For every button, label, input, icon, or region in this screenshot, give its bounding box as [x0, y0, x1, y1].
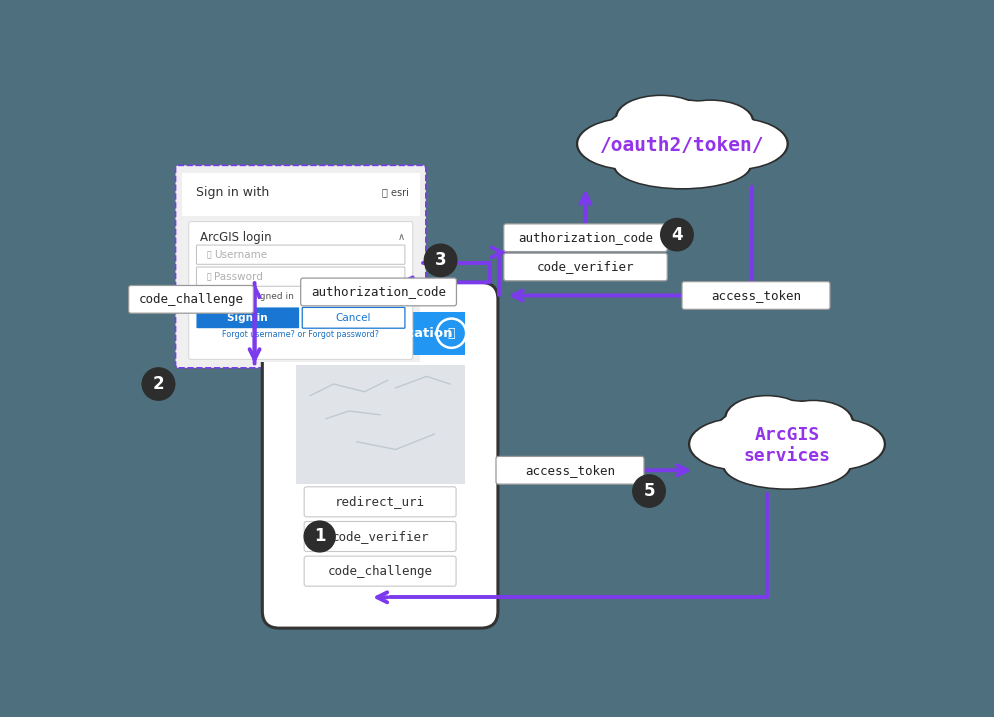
Ellipse shape [786, 419, 883, 469]
Text: code_challenge: code_challenge [327, 565, 432, 578]
Text: authorization_code: authorization_code [311, 285, 445, 298]
Ellipse shape [603, 101, 759, 170]
Text: ArcGIS
services: ArcGIS services [743, 426, 830, 465]
Ellipse shape [784, 417, 885, 471]
Text: Password: Password [214, 272, 262, 282]
Circle shape [660, 219, 693, 251]
Text: 1: 1 [314, 528, 325, 546]
Text: 4: 4 [671, 226, 682, 244]
Text: Cancel: Cancel [336, 313, 371, 323]
Ellipse shape [666, 100, 753, 143]
Text: ☐: ☐ [200, 292, 209, 302]
Ellipse shape [771, 399, 853, 443]
Ellipse shape [722, 442, 851, 490]
FancyBboxPatch shape [681, 282, 829, 309]
FancyBboxPatch shape [295, 312, 464, 355]
Text: access_token: access_token [711, 289, 800, 302]
FancyBboxPatch shape [300, 278, 456, 305]
Ellipse shape [682, 119, 785, 169]
Ellipse shape [724, 395, 809, 441]
FancyBboxPatch shape [262, 282, 497, 628]
Text: Forgot username? or Forgot password?: Forgot username? or Forgot password? [222, 331, 379, 339]
FancyBboxPatch shape [175, 166, 425, 368]
Text: 🔒: 🔒 [207, 272, 211, 281]
FancyBboxPatch shape [304, 556, 455, 587]
FancyBboxPatch shape [302, 308, 405, 328]
Ellipse shape [679, 118, 788, 171]
Text: Sign in with: Sign in with [196, 186, 268, 199]
FancyBboxPatch shape [196, 245, 405, 265]
Text: authorization_code: authorization_code [518, 231, 652, 244]
Text: redirect_uri: redirect_uri [335, 495, 424, 508]
Ellipse shape [687, 417, 788, 471]
Ellipse shape [616, 96, 704, 139]
Text: /oauth2/token/: /oauth2/token/ [599, 136, 763, 155]
Text: code_challenge: code_challenge [138, 293, 244, 306]
FancyBboxPatch shape [128, 285, 253, 313]
Ellipse shape [726, 397, 806, 440]
Ellipse shape [614, 143, 748, 188]
Text: 👤: 👤 [447, 327, 454, 340]
FancyBboxPatch shape [182, 173, 419, 216]
Text: ArcGIS login: ArcGIS login [200, 231, 271, 244]
Text: access_token: access_token [525, 464, 614, 477]
FancyBboxPatch shape [196, 267, 405, 286]
FancyBboxPatch shape [304, 487, 455, 517]
Text: ≡  Your Application: ≡ Your Application [308, 327, 452, 340]
FancyBboxPatch shape [189, 222, 413, 359]
Ellipse shape [601, 100, 762, 171]
Text: 2: 2 [152, 375, 164, 393]
Ellipse shape [612, 141, 751, 189]
FancyBboxPatch shape [503, 224, 667, 252]
Ellipse shape [714, 402, 859, 470]
Text: 3: 3 [434, 252, 446, 270]
Ellipse shape [578, 119, 682, 169]
Circle shape [423, 244, 456, 277]
Text: Username: Username [214, 250, 267, 260]
FancyBboxPatch shape [182, 218, 419, 361]
FancyBboxPatch shape [304, 521, 455, 551]
FancyBboxPatch shape [196, 308, 299, 328]
Text: Sign in: Sign in [228, 313, 267, 323]
Ellipse shape [774, 402, 851, 442]
Ellipse shape [712, 399, 861, 472]
Text: code_verifier: code_verifier [331, 530, 428, 543]
FancyBboxPatch shape [495, 457, 643, 484]
Text: 🌐 esri: 🌐 esri [382, 187, 409, 197]
Text: code_verifier: code_verifier [536, 260, 633, 273]
FancyBboxPatch shape [295, 365, 464, 484]
Circle shape [142, 368, 175, 400]
Ellipse shape [669, 101, 751, 141]
Text: ∧: ∧ [397, 232, 405, 242]
Circle shape [632, 475, 665, 507]
Ellipse shape [614, 95, 706, 141]
Text: 5: 5 [643, 482, 654, 500]
Text: 🔒: 🔒 [207, 250, 211, 259]
Ellipse shape [724, 443, 849, 488]
Text: Keep me signed in: Keep me signed in [210, 292, 294, 301]
FancyBboxPatch shape [503, 253, 667, 281]
Circle shape [304, 521, 335, 552]
Ellipse shape [576, 118, 684, 171]
Ellipse shape [690, 419, 786, 469]
